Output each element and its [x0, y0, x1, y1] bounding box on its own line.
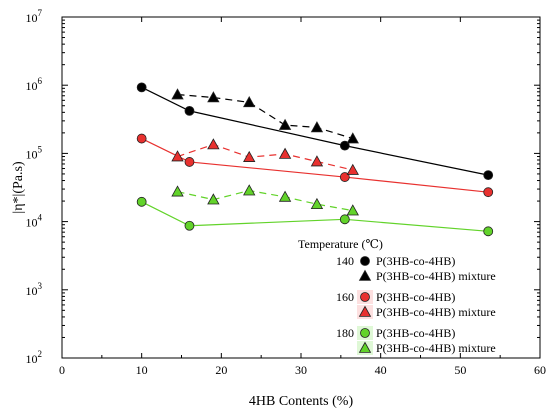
- data-point: [136, 196, 147, 207]
- y-tick-label: 103: [26, 281, 43, 298]
- series-140-triangle: [171, 88, 359, 144]
- x-tick-label: 10: [136, 363, 148, 377]
- legend-entry-label: P(3HB-co-4HB) mixture: [376, 305, 496, 319]
- series-140-circle: [136, 82, 494, 181]
- data-point: [483, 170, 494, 181]
- legend-triangle-marker: [358, 341, 372, 353]
- data-point: [184, 157, 195, 167]
- legend-entry-label: P(3HB-co-4HB): [376, 326, 455, 340]
- legend-circle-marker: [360, 328, 370, 338]
- x-tick-label: 40: [375, 363, 387, 377]
- x-tick-label: 20: [215, 363, 227, 377]
- data-point: [171, 88, 184, 100]
- x-tick-label: 50: [454, 363, 466, 377]
- series-line: [177, 93, 353, 140]
- data-point: [243, 184, 256, 196]
- data-point: [207, 91, 220, 103]
- x-tick-label: 30: [295, 363, 307, 377]
- axes: 0 10 20 30 40 50 60 102 103 104 105 106 107: [26, 8, 547, 377]
- data-point: [483, 226, 494, 237]
- series-180-circle: [136, 196, 494, 237]
- data-point: [243, 96, 256, 108]
- legend-title: Temperature (℃): [298, 237, 383, 251]
- legend-entry-label: P(3HB-co-4HB): [376, 290, 455, 304]
- y-tick-label: 107: [26, 8, 43, 25]
- data-point: [243, 150, 256, 162]
- y-tick-label: 106: [26, 76, 43, 93]
- y-tick-label: 105: [26, 144, 43, 161]
- data-point: [207, 193, 220, 205]
- data-point: [339, 140, 350, 151]
- series-line: [141, 201, 489, 232]
- data-point: [207, 138, 220, 150]
- y-tick-label: 102: [26, 349, 43, 366]
- data-point: [184, 220, 195, 231]
- y-axis-label: |η*|(Pa.s): [11, 161, 26, 214]
- data-point: [310, 197, 324, 209]
- series-line: [177, 189, 353, 212]
- data-point: [278, 190, 292, 202]
- legend-temperature: 180: [336, 326, 354, 340]
- series-line: [177, 143, 353, 171]
- data-point: [483, 187, 494, 198]
- series-line: [141, 138, 489, 193]
- data-point: [310, 121, 324, 133]
- data-point: [171, 185, 184, 197]
- x-tick-label: 60: [534, 363, 546, 377]
- legend-entry-label: P(3HB-co-4HB): [376, 254, 455, 268]
- x-tick-label: 0: [59, 363, 65, 377]
- series-180-triangle: [171, 184, 359, 216]
- series-160-triangle: [171, 138, 359, 175]
- data-point: [346, 132, 359, 144]
- data-point: [136, 82, 147, 93]
- data-point: [136, 133, 147, 144]
- legend-triangle-marker: [358, 269, 372, 281]
- legend-entry-label: P(3HB-co-4HB) mixture: [376, 269, 496, 283]
- data-point: [184, 105, 195, 116]
- legend-circle-marker: [360, 256, 370, 266]
- y-tick-label: 104: [26, 213, 43, 230]
- legend-entry-label: P(3HB-co-4HB) mixture: [376, 341, 496, 355]
- series-line: [141, 86, 489, 176]
- legend-triangle-marker: [358, 305, 372, 317]
- legend-circle-marker: [360, 292, 370, 302]
- data-point: [278, 118, 292, 130]
- legend-temperature: 140: [336, 254, 354, 268]
- data-point: [171, 150, 184, 162]
- legend: Temperature (℃)140 P(3HB-co-4HB)P(3HB-co-…: [298, 237, 496, 355]
- data-point: [346, 163, 359, 175]
- data-point: [346, 204, 359, 216]
- legend-temperature: 160: [336, 290, 354, 304]
- data-point: [339, 214, 350, 225]
- x-axis-label: 4HB Contents (%): [249, 394, 354, 409]
- data-point: [278, 147, 292, 159]
- data-point: [310, 155, 324, 167]
- series-layer: [136, 82, 494, 237]
